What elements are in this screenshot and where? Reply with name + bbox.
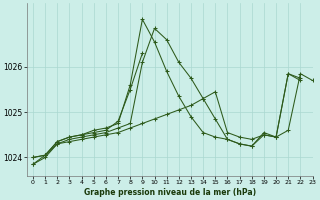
X-axis label: Graphe pression niveau de la mer (hPa): Graphe pression niveau de la mer (hPa) — [84, 188, 256, 197]
